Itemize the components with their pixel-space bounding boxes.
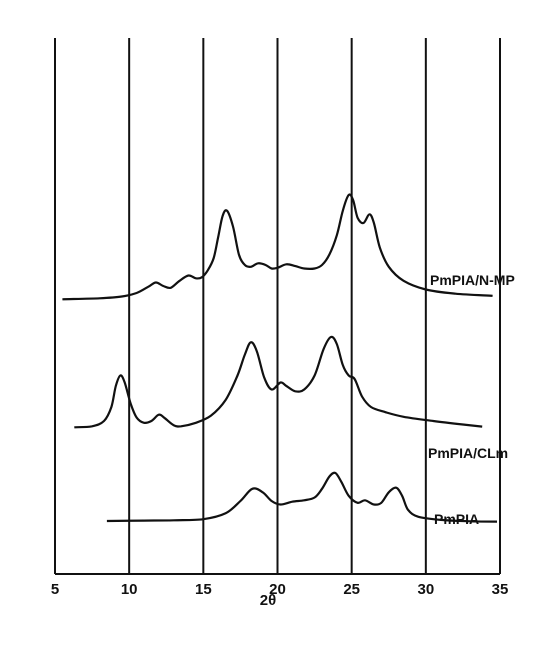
curve-label-pmpia-clm: PmPIA/CLm — [428, 445, 508, 461]
curve-pmpia-n-mp — [62, 193, 493, 301]
x-tick-label-15: 15 — [195, 581, 212, 598]
x-tick-label-20: 20 — [269, 581, 286, 598]
curve-pmpia — [106, 471, 498, 523]
vertical-grid — [54, 38, 501, 574]
curve-pmpia-clm — [74, 335, 483, 429]
x-tick-label-35: 35 — [492, 581, 509, 598]
x-tick-label-5: 5 — [51, 581, 59, 598]
x-tick-labels: 5 10 15 20 25 30 35 — [51, 581, 509, 598]
curves-group: PmPIA/N-MP PmPIA/CLm PmPIA — [62, 193, 515, 527]
x-tick-label-30: 30 — [417, 581, 434, 598]
curve-label-pmpia: PmPIA — [434, 511, 479, 527]
x-tick-label-25: 25 — [343, 581, 360, 598]
x-axis-label: 2θ — [260, 592, 276, 609]
curve-label-pmpia-n-mp: PmPIA/N-MP — [430, 272, 515, 288]
x-tick-label-10: 10 — [121, 581, 138, 598]
